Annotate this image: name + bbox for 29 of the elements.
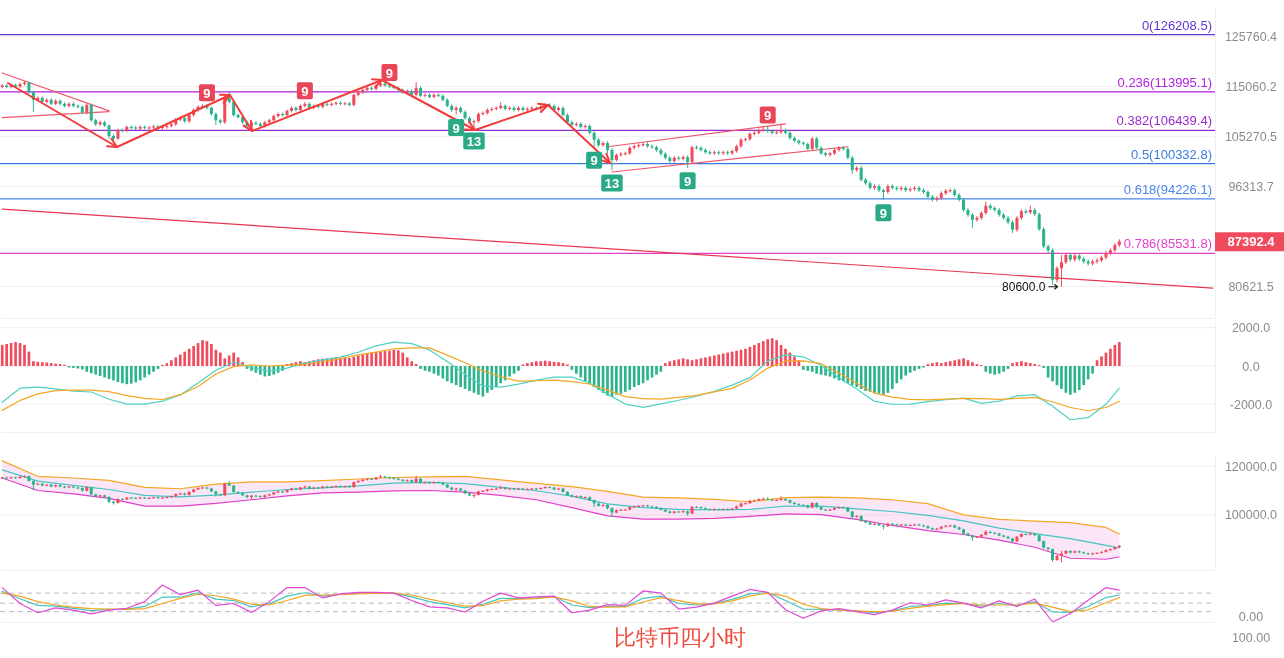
y-tick-label: 2000.0 [1231,321,1271,336]
y-tick-label: -2000.0 [1229,397,1273,412]
annotation: 9 [683,173,692,189]
ref-line-label: 0.236(113995.1) [1117,74,1212,90]
annotation: 9 [590,153,598,169]
y-tick-label: 120000.0 [1224,459,1278,474]
annotation: 9 [203,85,211,101]
y-tick-label: 96313.7 [1228,180,1274,195]
text: 0.00 [1238,610,1264,624]
text: 比特币四小时 [614,624,746,650]
y-tick-label: 105270.5 [1224,130,1278,145]
annotation: 9 [301,83,309,99]
annotation: 9 [385,65,394,81]
text: 100.00 [1231,631,1271,645]
ref-line-label: 0.786(85531.8) [1123,236,1212,252]
ref-line-label: 0.618(94226.1) [1123,181,1212,197]
ref-line-label: 0.382(106439.4) [1116,113,1212,129]
y-tick-label: 87392.4 [1227,233,1276,249]
annotation: 9 [879,205,888,221]
annotation: 80600.0 [1002,279,1046,294]
annotation: 9 [452,120,460,136]
y-tick-label: 100000.0 [1224,508,1278,523]
ref-line-label: 0.5(100332.8) [1131,146,1212,162]
ref-line-label: 0(126208.5) [1141,17,1212,33]
y-tick-label: 125760.4 [1224,30,1278,45]
annotation: 9 [764,107,772,123]
y-tick-label: 0.0 [1242,359,1260,374]
y-tick-label: 115060.2 [1225,80,1277,95]
y-tick-label: 80621.5 [1228,280,1274,295]
